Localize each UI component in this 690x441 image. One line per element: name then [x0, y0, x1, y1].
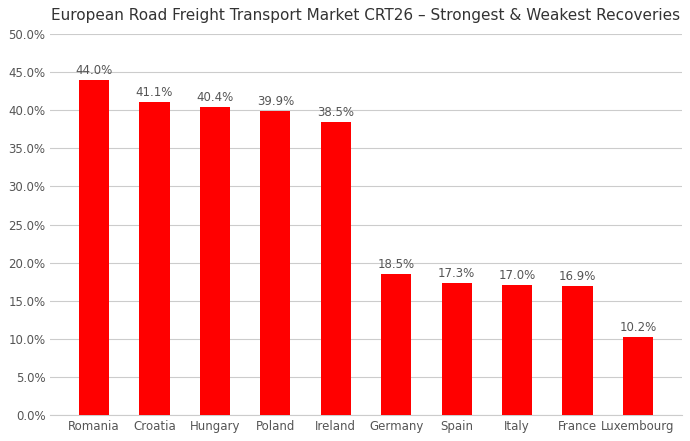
Bar [139, 102, 170, 415]
Bar [79, 80, 109, 415]
Text: 41.1%: 41.1% [136, 86, 173, 99]
Text: 44.0%: 44.0% [75, 64, 112, 77]
Bar [260, 111, 290, 415]
Bar [623, 337, 653, 415]
Bar [502, 285, 532, 415]
Text: 39.9%: 39.9% [257, 95, 294, 108]
Text: 10.2%: 10.2% [619, 321, 656, 334]
Title: European Road Freight Transport Market CRT26 – Strongest & Weakest Recoveries: European Road Freight Transport Market C… [52, 8, 680, 23]
Bar [381, 274, 411, 415]
Bar [442, 283, 472, 415]
Bar [321, 122, 351, 415]
Bar [562, 286, 593, 415]
Text: 40.4%: 40.4% [197, 91, 234, 104]
Text: 18.5%: 18.5% [377, 258, 415, 271]
Text: 38.5%: 38.5% [317, 106, 354, 119]
Bar [200, 107, 230, 415]
Text: 17.0%: 17.0% [498, 269, 535, 282]
Text: 16.9%: 16.9% [559, 270, 596, 283]
Text: 17.3%: 17.3% [438, 267, 475, 280]
